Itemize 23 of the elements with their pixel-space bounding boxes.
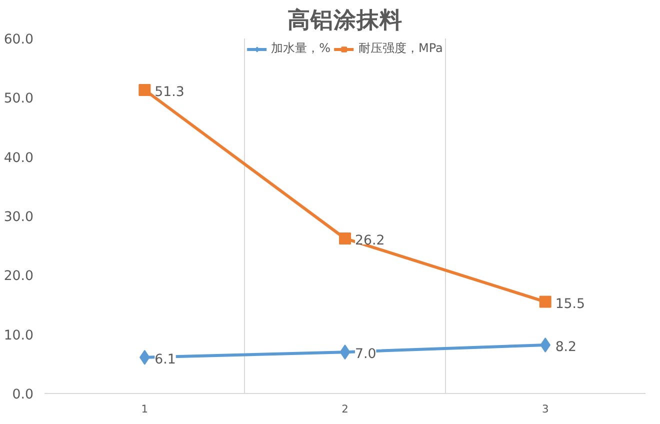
y-tick-label: 50.0 xyxy=(4,92,34,107)
chart-title: 高铝涂抹料 xyxy=(288,6,402,34)
data-label: 15.5 xyxy=(555,296,586,312)
point xyxy=(339,232,351,244)
legend-label: 加水量，% xyxy=(271,40,330,57)
y-tick-label: 40.0 xyxy=(4,150,34,166)
point xyxy=(340,344,350,360)
y-tick-label: 20.0 xyxy=(4,269,34,284)
y-tick-label: 30.0 xyxy=(4,210,34,225)
x-tick-label: 2 xyxy=(342,402,348,416)
x-tick-label: 1 xyxy=(141,402,148,416)
point xyxy=(539,296,552,308)
y-tick-label: 0.0 xyxy=(12,388,34,402)
x-tick-label: 3 xyxy=(542,402,549,416)
data-label: 26.2 xyxy=(355,233,385,248)
y-tick-label: 10.0 xyxy=(4,328,34,344)
point xyxy=(138,84,151,96)
y-tick-label: 60.0 xyxy=(4,32,34,48)
legend-label: 耐压强度，MPa xyxy=(358,40,443,57)
data-label: 7.0 xyxy=(355,347,376,362)
data-label: 6.1 xyxy=(154,352,176,368)
data-label: 8.2 xyxy=(555,340,577,355)
data-label: 51.3 xyxy=(154,84,184,100)
